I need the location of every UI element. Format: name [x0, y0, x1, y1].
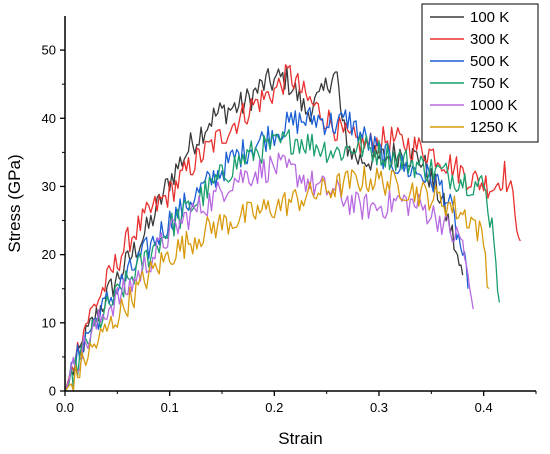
series-layer [64, 64, 521, 392]
series-line-1 [64, 67, 464, 392]
x-tick-label: 0.1 [161, 400, 179, 415]
y-tick-label: 10 [42, 315, 56, 330]
y-tick-label: 40 [42, 111, 56, 126]
series-line-2 [64, 64, 521, 392]
y-tick-label: 20 [42, 247, 56, 262]
legend-label: 300 K [470, 31, 509, 48]
series-line-6 [64, 165, 490, 392]
y-tick-label: 50 [42, 43, 56, 58]
legend-box [421, 3, 539, 143]
x-axis-title: Strain [278, 429, 322, 448]
x-tick-label: 0.2 [265, 400, 283, 415]
y-tick-label: 30 [42, 179, 56, 194]
series-line-5 [64, 152, 474, 392]
legend-label: 1250 K [470, 119, 518, 136]
axes-layer: 0.0 0.1 0.2 0.3 0.4 0 10 20 30 40 50 [42, 16, 537, 415]
legend-label: 500 K [470, 53, 509, 70]
x-tick-label: 0.4 [475, 400, 493, 415]
x-tick-label: 0.0 [56, 400, 74, 415]
legend-label: 1000 K [470, 97, 518, 114]
series-line-3 [64, 106, 469, 392]
y-axis-title: Stress (GPa) [5, 154, 24, 252]
legend-label: 750 K [470, 75, 509, 92]
x-tick-label: 0.3 [370, 400, 388, 415]
series-line-4 [64, 128, 501, 392]
y-tick-label: 0 [49, 384, 56, 399]
legend: 100 K 300 K 500 K 750 K 1000 K 1250 K [421, 3, 539, 143]
legend-label: 100 K [470, 9, 509, 26]
